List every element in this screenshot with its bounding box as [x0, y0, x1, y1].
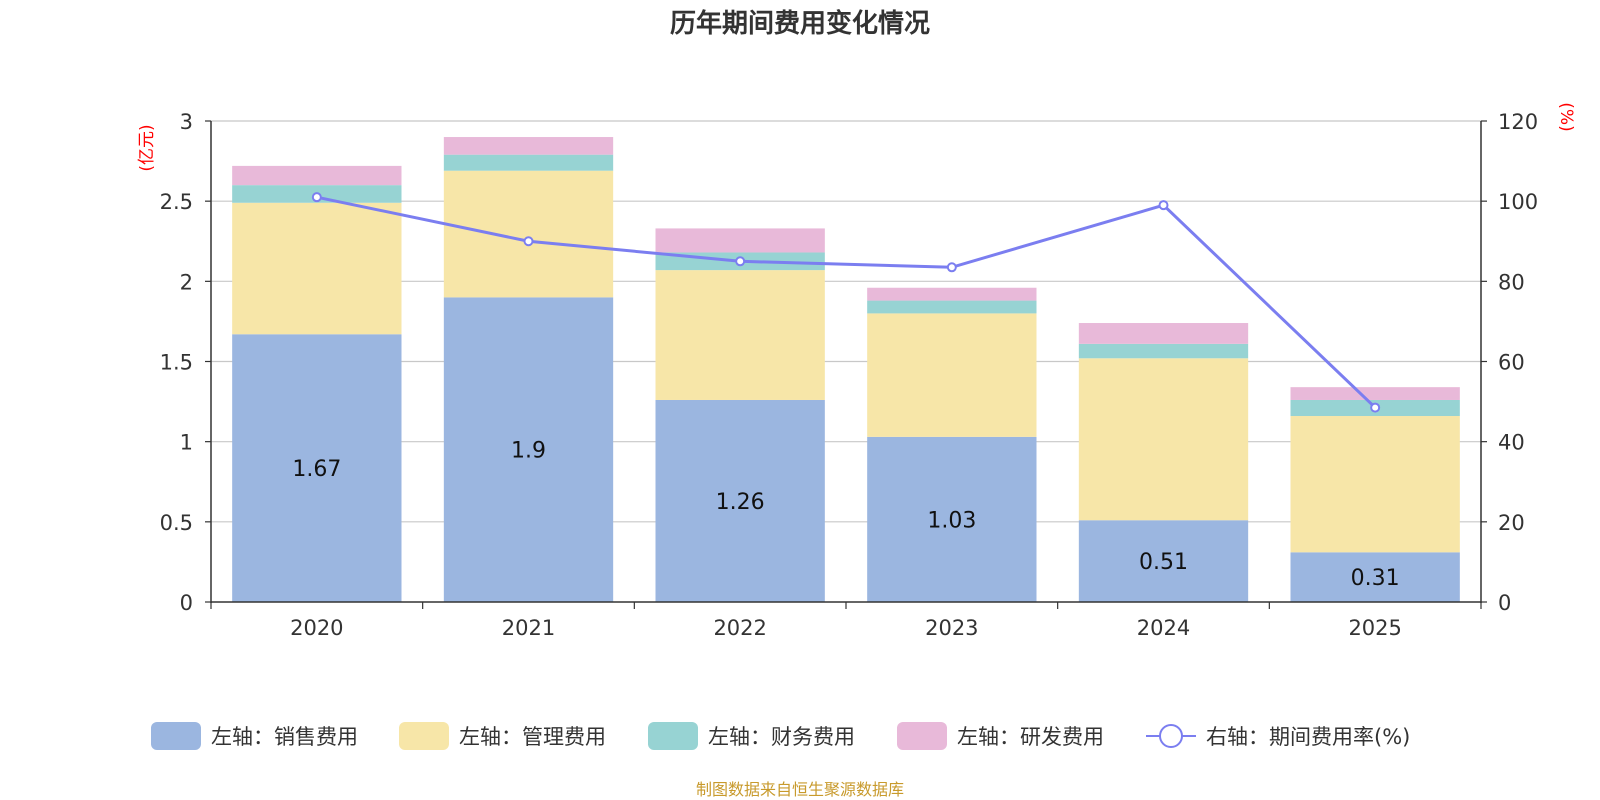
legend-label-0: 左轴：销售费用: [211, 725, 358, 749]
bar-admin-2024: [1078, 358, 1249, 521]
left-tick-label: 3: [180, 110, 193, 134]
right-tick-label: 80: [1498, 270, 1525, 294]
left-tick-label: 1.5: [160, 351, 193, 375]
bar-sales-2023: [867, 436, 1037, 602]
bar-finance-2024: [1078, 343, 1249, 359]
rate-line: [316, 195, 1377, 409]
legend-marker-swatch: [1159, 724, 1183, 748]
x-tick-label: 2021: [502, 616, 555, 640]
bar-rnd-2021: [443, 137, 614, 155]
bar-sales-2022: [655, 399, 825, 602]
left-tick-label: 2: [180, 270, 193, 294]
left-axis-unit: (亿元): [137, 124, 157, 171]
rate-point: [523, 236, 534, 247]
bar-value-label: 1.67: [292, 457, 341, 482]
legend-label-2: 左轴：财务费用: [708, 725, 855, 749]
bar-admin-2023: [867, 313, 1037, 437]
bar-value-label: 1.26: [716, 490, 765, 515]
rate-point: [1370, 402, 1381, 413]
x-tick-label: 2023: [925, 616, 978, 640]
legend: 左轴：销售费用 左轴：管理费用 左轴：财务费用 左轴：研发费用 右轴：期间费用率(%): [151, 722, 1410, 750]
bar-sales-2025: [1290, 552, 1460, 602]
right-tick-label: 20: [1498, 511, 1525, 535]
bar-admin-2020: [232, 202, 402, 335]
bar-finance-2023: [867, 300, 1037, 314]
x-tick-label: 2025: [1348, 616, 1401, 640]
rate-line-layer: [311, 192, 1381, 413]
data-label-layer: 1.67 1.9 1.26 1.03 0.51 0.31: [292, 439, 1399, 591]
legend-swatch-0: [151, 722, 201, 750]
left-tick-label: 2.5: [160, 190, 193, 214]
x-tick-label: 2024: [1137, 616, 1190, 640]
right-tick-label: 100: [1498, 190, 1538, 214]
bar-rnd-2020: [232, 165, 402, 186]
legend-label-1: 左轴：管理费用: [459, 725, 606, 749]
right-axis-unit: (%): [1556, 102, 1576, 131]
bar-value-label: 0.31: [1351, 566, 1400, 591]
x-tick-label: 2022: [713, 616, 766, 640]
bar-value-label: 1.03: [927, 508, 976, 533]
right-tick-label: 60: [1498, 351, 1525, 375]
chart-title: 历年期间费用变化情况: [670, 8, 930, 39]
legend-swatch-2: [648, 722, 698, 750]
bar-admin-2022: [655, 270, 825, 400]
bar-layer: [232, 137, 1460, 602]
rate-point: [735, 256, 746, 267]
left-tick-label: 1: [180, 431, 193, 455]
rate-point: [1158, 200, 1169, 211]
bar-sales-2021: [443, 297, 614, 602]
rate-point: [311, 192, 322, 203]
right-tick-label: 0: [1498, 591, 1511, 615]
bar-value-label: 0.51: [1139, 550, 1188, 575]
legend-swatch-3: [897, 722, 947, 750]
right-tick-label: 40: [1498, 431, 1525, 455]
source-note: 制图数据来自恒生聚源数据库: [696, 780, 904, 799]
bar-rnd-2024: [1078, 323, 1249, 344]
rate-point: [946, 262, 957, 273]
bar-sales-2024: [1078, 520, 1249, 602]
bar-admin-2021: [443, 170, 614, 298]
legend-label-3: 左轴：研发费用: [957, 725, 1104, 749]
legend-label-4: 右轴：期间费用率(%): [1206, 725, 1410, 749]
gridlines: [211, 120, 1481, 523]
bar-sales-2020: [232, 334, 402, 602]
legend-swatch-1: [399, 722, 449, 750]
bar-value-label: 1.9: [511, 439, 546, 464]
left-tick-label: 0.5: [160, 511, 193, 535]
left-tick-label: 0: [180, 591, 193, 615]
bar-finance-2021: [443, 154, 614, 171]
bar-rnd-2023: [867, 287, 1037, 301]
x-tick-label: 2020: [290, 616, 343, 640]
bar-rnd-2025: [1290, 387, 1460, 400]
bar-rnd-2022: [655, 228, 825, 253]
right-tick-label: 120: [1498, 110, 1538, 134]
bar-admin-2025: [1290, 416, 1460, 553]
